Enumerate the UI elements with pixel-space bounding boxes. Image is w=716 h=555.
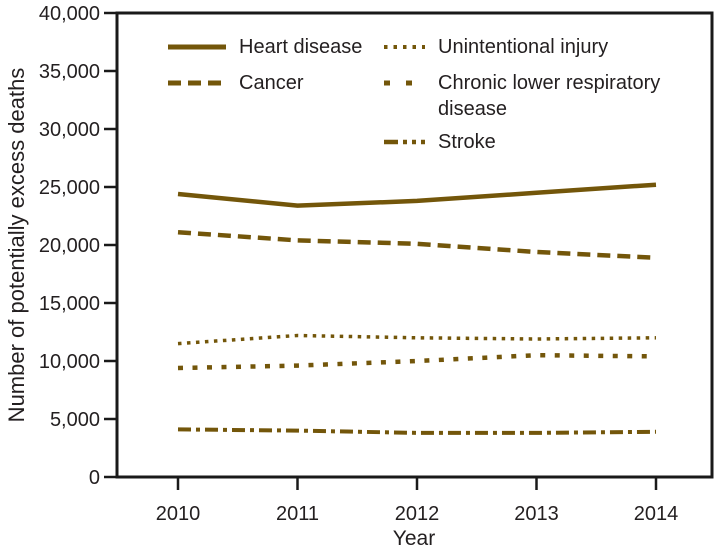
svg-text:25,000: 25,000 xyxy=(39,177,100,199)
svg-text:10,000: 10,000 xyxy=(39,351,100,373)
svg-text:35,000: 35,000 xyxy=(39,61,100,83)
legend-item-chronic-lower-respiratory-disease: Chronic lower respiratory disease xyxy=(384,70,688,122)
svg-text:2013: 2013 xyxy=(514,503,559,525)
svg-text:30,000: 30,000 xyxy=(39,119,100,141)
legend-label-unintentional-injury: Unintentional injury xyxy=(438,36,609,58)
svg-text:2012: 2012 xyxy=(395,503,440,525)
svg-text:15,000: 15,000 xyxy=(39,293,100,315)
solid-line-swatch-icon xyxy=(168,44,226,50)
dash-dot-line-swatch-icon xyxy=(384,139,425,145)
legend-item-stroke: Stroke xyxy=(384,129,496,155)
legend-label-heart-disease: Heart disease xyxy=(239,36,363,58)
svg-text:2011: 2011 xyxy=(276,503,319,525)
svg-text:5,000: 5,000 xyxy=(50,409,100,431)
square-dash-line-swatch-icon xyxy=(384,80,425,86)
y-axis-title: Number of potentially excess deaths xyxy=(4,67,29,423)
legend-label-cancer: Cancer xyxy=(239,72,304,94)
dashed-line-swatch-icon xyxy=(168,80,226,86)
svg-text:0: 0 xyxy=(89,467,100,489)
svg-text:40,000: 40,000 xyxy=(39,3,100,25)
legend-item-cancer: Cancer xyxy=(168,70,303,96)
x-axis-title: Year xyxy=(392,527,436,550)
svg-text:20,000: 20,000 xyxy=(39,235,100,257)
legend-label-stroke: Stroke xyxy=(438,131,496,153)
legend-label-chronic-lower-respiratory-disease: Chronic lower respiratory disease xyxy=(438,72,661,120)
dotted-line-swatch-icon xyxy=(384,45,425,49)
legend-item-unintentional-injury: Unintentional injury xyxy=(384,34,608,60)
svg-text:2010: 2010 xyxy=(156,503,201,525)
legend-item-heart-disease: Heart disease xyxy=(168,34,362,60)
svg-text:2014: 2014 xyxy=(634,503,679,525)
